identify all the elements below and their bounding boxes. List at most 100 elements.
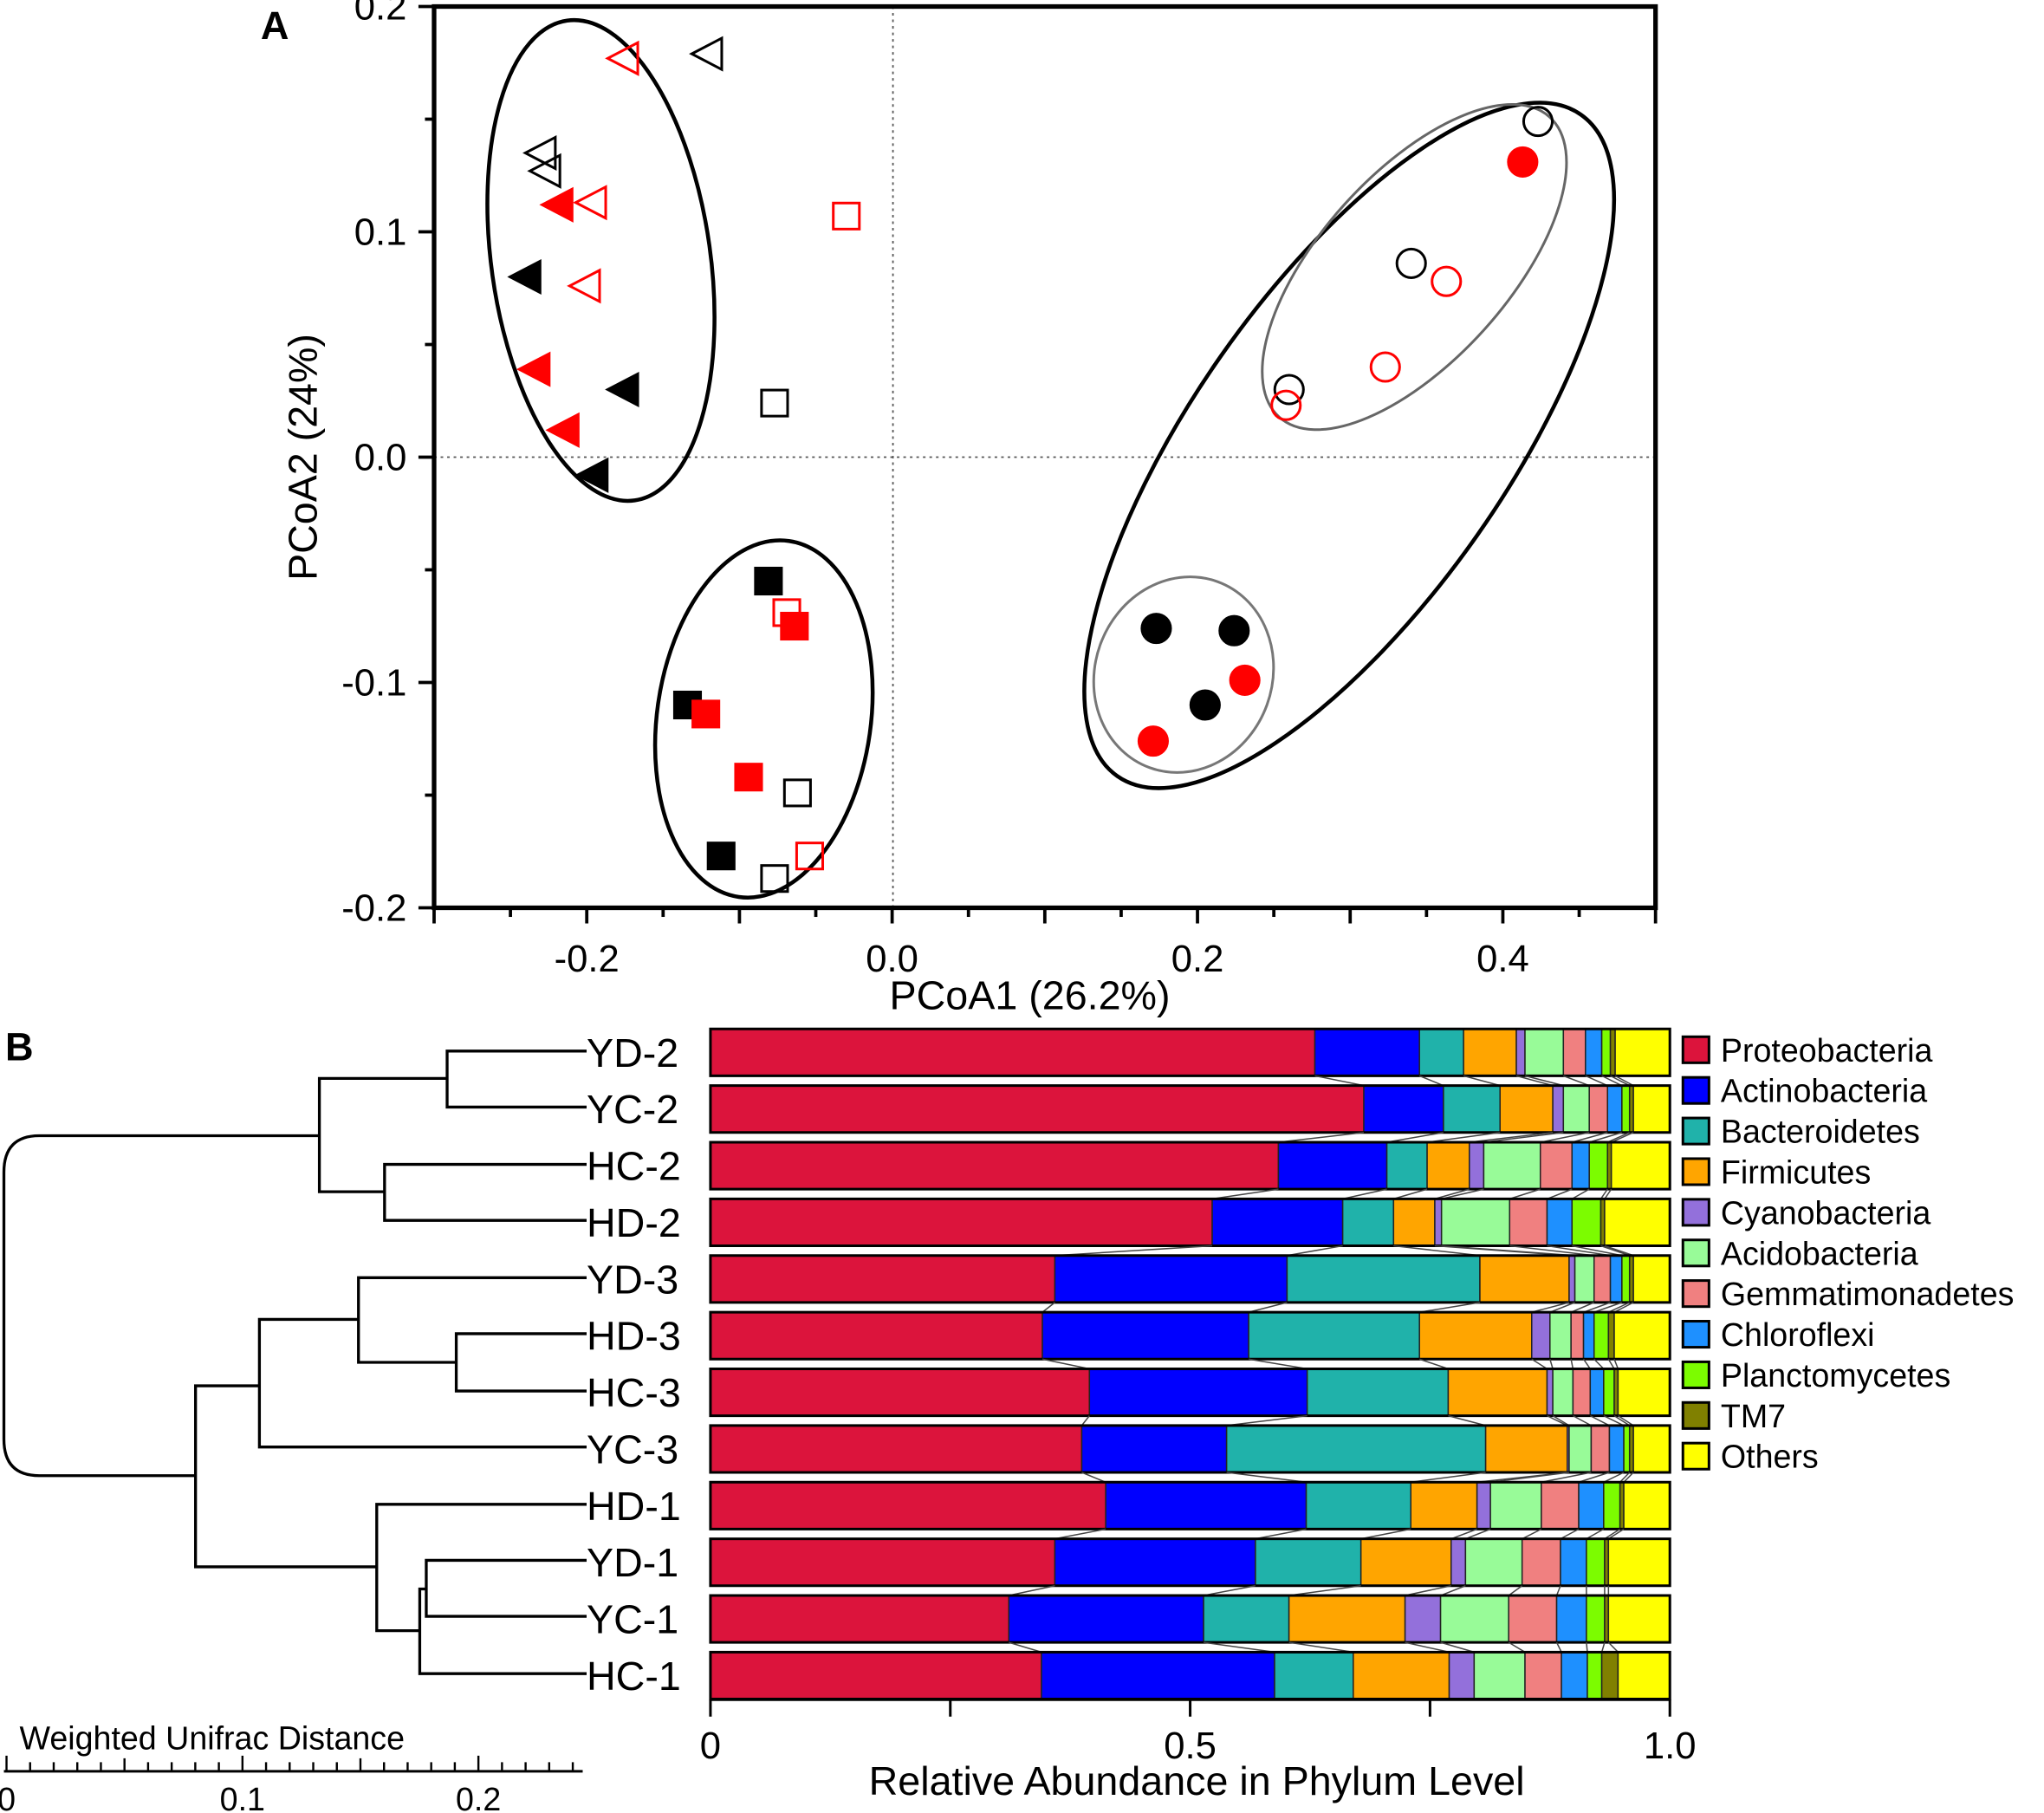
connector-line <box>1515 1075 1554 1087</box>
connector-line <box>1080 1415 1090 1426</box>
connector-line <box>1549 1359 1554 1369</box>
y-tick-label: 0.0 <box>354 438 407 479</box>
legend-swatch <box>1681 1279 1710 1309</box>
connector-line <box>1582 1358 1591 1369</box>
connector-line <box>1555 1641 1562 1653</box>
legend-swatch <box>1681 1035 1710 1064</box>
bar-segment-others <box>1604 1198 1671 1247</box>
bar-segment-gemmatimonadetes <box>1588 1084 1608 1134</box>
bar-segment-proteobacteria <box>710 1481 1106 1530</box>
connector-line <box>1583 1302 1611 1313</box>
legend-label: Bacteroidetes <box>1721 1114 1920 1150</box>
square-point <box>734 763 763 792</box>
bar-segment-cyanobacteria <box>1469 1141 1485 1190</box>
bar-segment-actinobacteria <box>1054 1537 1256 1587</box>
bar-segment-gemmatimonadetes <box>1593 1255 1612 1303</box>
dendrogram-leaf-labels: YD-2 YC-2 HC-2 HD-2 YD-3 HD-3 HC-3 YC-3 HD-1 YD-1… <box>587 1030 681 1699</box>
connector-line <box>1578 1472 1610 1483</box>
square-point <box>795 842 825 871</box>
bar-outline <box>709 1368 1671 1418</box>
connector-line <box>1054 1528 1106 1540</box>
connector-line <box>1549 1302 1575 1313</box>
connector-line <box>1555 1585 1561 1596</box>
x-tick-label: 0.4 <box>1476 939 1529 980</box>
subcluster-ellipse-open-circles <box>1261 102 1568 432</box>
bar-segment-others <box>1610 1141 1671 1190</box>
bar-segment-firmicutes <box>1499 1084 1554 1134</box>
connector-line <box>1604 1188 1612 1199</box>
bar-segment-acidobacteria <box>1549 1311 1572 1360</box>
sample-label: YC-1 <box>587 1597 678 1642</box>
scale-tick-label: 0.1 <box>220 1781 265 1813</box>
sample-label: HD-1 <box>587 1484 681 1529</box>
connector-line <box>1560 1528 1580 1540</box>
connector-line <box>1604 1244 1634 1257</box>
bar-segment-tm7 <box>1600 1651 1619 1700</box>
connector-line <box>1606 1132 1631 1143</box>
bar-segment-chloroflexi <box>1578 1481 1605 1530</box>
connector-line <box>1600 1641 1606 1653</box>
bar-segment-proteobacteria <box>710 1595 1010 1643</box>
bar-segment-proteobacteria <box>710 1425 1083 1473</box>
bar-segment-firmicutes <box>1353 1651 1450 1700</box>
sample-label: YD-3 <box>587 1257 678 1302</box>
bar-segment-firmicutes <box>1418 1311 1533 1360</box>
connector-line <box>1450 1528 1477 1540</box>
legend-swatch <box>1681 1238 1710 1268</box>
triangle-point <box>605 40 639 76</box>
connector-line <box>1508 1585 1523 1596</box>
bar-segment-firmicutes <box>1359 1537 1452 1587</box>
bar-segment-firmicutes <box>1288 1595 1406 1643</box>
bar-segment-proteobacteria <box>710 1084 1365 1134</box>
connector-line <box>1360 1528 1411 1540</box>
connector-line <box>1614 1075 1634 1087</box>
circle-point <box>1218 614 1250 647</box>
bar-segment-firmicutes <box>1463 1028 1517 1077</box>
bar-segment-proteobacteria <box>710 1198 1213 1247</box>
connector-line <box>1081 1472 1106 1483</box>
bar-segment-cyanobacteria <box>1531 1311 1551 1360</box>
connector-line <box>1211 1188 1279 1200</box>
bar-segment-acidobacteria <box>1552 1368 1574 1417</box>
connector-line <box>1552 1414 1570 1426</box>
connector-line <box>1607 1358 1615 1369</box>
bar-segment-actinobacteria <box>1211 1198 1344 1247</box>
circle-point <box>1229 664 1261 696</box>
pcoa-plot: -0.2 0.0 0.2 0.4 0.2 0.1 0.0 -0.1 -0.2 PCoA1 (26… <box>281 0 1658 1018</box>
stacked-bars <box>709 1027 1671 1701</box>
bar-segment-bacteroidetes <box>1305 1481 1412 1530</box>
connector-line <box>1601 1075 1623 1087</box>
connector-line <box>1469 1132 1554 1143</box>
legend-swatch <box>1681 1198 1710 1227</box>
bar-segment-firmicutes <box>1392 1198 1436 1247</box>
bar-segment-chloroflexi <box>1561 1651 1588 1700</box>
dendrogram-branches <box>2 1049 587 1675</box>
circle-point <box>1522 106 1554 138</box>
connector-line <box>1600 1188 1608 1199</box>
connector-line <box>1418 1075 1444 1087</box>
bar-segment-cyanobacteria <box>1515 1028 1526 1077</box>
bar-segment-acidobacteria <box>1473 1651 1526 1700</box>
bar-outline <box>709 1537 1671 1588</box>
connector-line <box>1613 1358 1619 1369</box>
square-point <box>760 864 789 894</box>
triangle-point <box>574 457 609 493</box>
legend-swatch <box>1681 1116 1710 1146</box>
triangle-point <box>527 153 561 189</box>
bar-segment-planctomycetes <box>1588 1141 1608 1190</box>
bar-outline <box>709 1140 1671 1191</box>
triangle-point <box>605 371 639 408</box>
square-point <box>706 842 736 871</box>
connector-line <box>1619 1472 1631 1483</box>
bar-segment-firmicutes <box>1484 1425 1568 1473</box>
connector-line <box>1009 1585 1055 1596</box>
bar-outline <box>709 1310 1671 1361</box>
bar-segment-bacteroidetes <box>1341 1198 1395 1247</box>
legend-label: Chloroflexi <box>1721 1316 1875 1353</box>
bar-segment-others <box>1614 1028 1671 1077</box>
sample-label: YD-2 <box>587 1030 678 1075</box>
bar-segment-others <box>1632 1255 1671 1303</box>
circle-point <box>1507 146 1539 178</box>
triangle-point <box>507 258 542 296</box>
